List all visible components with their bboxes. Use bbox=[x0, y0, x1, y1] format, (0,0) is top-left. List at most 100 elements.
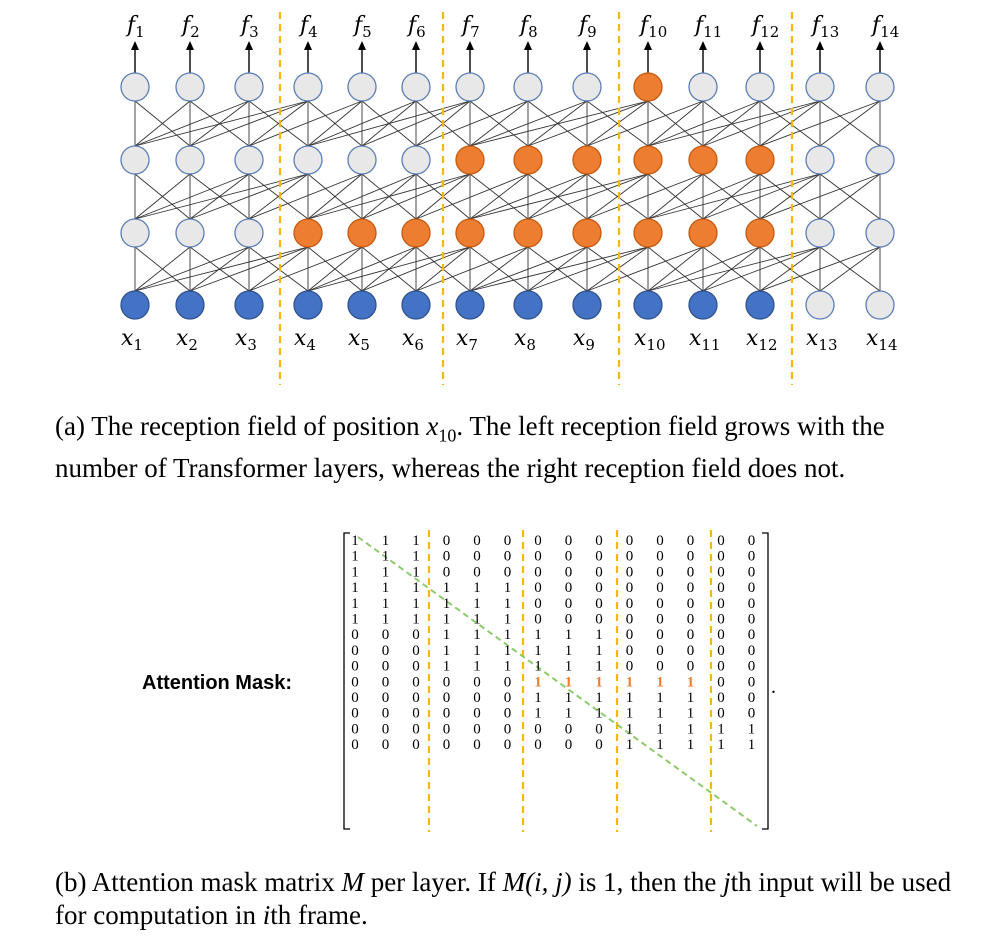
node-gray bbox=[175, 218, 205, 248]
matrix-cell: 0 bbox=[626, 627, 634, 643]
matrix-cell: 0 bbox=[473, 533, 481, 549]
matrix-cell: 1 bbox=[626, 721, 634, 737]
matrix-cell: 0 bbox=[473, 721, 481, 737]
input-label: x13 bbox=[806, 326, 838, 354]
edge bbox=[248, 246, 309, 292]
matrix-cell: 1 bbox=[412, 612, 420, 628]
matrix-cell: 0 bbox=[748, 659, 756, 675]
matrix-cell: 0 bbox=[626, 533, 634, 549]
matrix-cell: 0 bbox=[504, 706, 512, 722]
matrix-cell: 0 bbox=[443, 706, 451, 722]
edge bbox=[469, 100, 588, 147]
edge bbox=[647, 246, 704, 292]
edge bbox=[469, 100, 529, 147]
matrix-cell: 0 bbox=[351, 690, 359, 706]
arrow-head bbox=[699, 41, 707, 50]
matrix-cell: 0 bbox=[443, 564, 451, 580]
arrow-head bbox=[245, 41, 253, 50]
node-gray bbox=[572, 72, 602, 102]
node-blue bbox=[745, 290, 775, 320]
matrix-cell: 1 bbox=[443, 612, 451, 628]
edge bbox=[702, 100, 761, 147]
matrix-cell: 1 bbox=[565, 690, 573, 706]
matrix-cell: 0 bbox=[717, 580, 725, 596]
edge bbox=[189, 173, 250, 220]
matrix-cell: 1 bbox=[565, 659, 573, 675]
matrix-cell: 1 bbox=[565, 627, 573, 643]
matrix-cell: 0 bbox=[565, 580, 573, 596]
input-label: x2 bbox=[176, 326, 198, 354]
matrix-cell: 1 bbox=[656, 737, 664, 753]
matrix-cell: 0 bbox=[626, 612, 634, 628]
matrix-cell: 1 bbox=[351, 612, 359, 628]
matrix-cell: 0 bbox=[687, 612, 695, 628]
matrix-cell: 0 bbox=[412, 627, 420, 643]
node-gray bbox=[745, 72, 775, 102]
matrix-cell: 0 bbox=[748, 580, 756, 596]
matrix-cell: 1 bbox=[351, 580, 359, 596]
matrix-cell: 1 bbox=[473, 627, 481, 643]
node-blue bbox=[572, 290, 602, 320]
edge bbox=[702, 246, 761, 292]
edge bbox=[586, 246, 704, 292]
matrix-cell: 0 bbox=[595, 596, 603, 612]
node-blue bbox=[175, 290, 205, 320]
output-label: f3 bbox=[239, 13, 259, 41]
node-gray bbox=[455, 72, 485, 102]
matrix-cell: 0 bbox=[382, 659, 390, 675]
matrix-cell: 1 bbox=[504, 627, 512, 643]
matrix-cell: 0 bbox=[473, 564, 481, 580]
output-label: f12 bbox=[750, 13, 779, 41]
node-gray bbox=[805, 145, 835, 175]
edge bbox=[134, 173, 250, 220]
edge bbox=[647, 173, 821, 220]
edge bbox=[759, 173, 821, 220]
matrix-cell: 1 bbox=[351, 564, 359, 580]
output-label: f4 bbox=[298, 13, 318, 41]
matrix-cell: 0 bbox=[626, 596, 634, 612]
caption-a: (a) The reception field of position x10.… bbox=[55, 411, 885, 484]
matrix-cell: 0 bbox=[656, 549, 664, 565]
node-gray bbox=[120, 145, 150, 175]
matrix-cell: 0 bbox=[595, 721, 603, 737]
matrix-cell: 1 bbox=[351, 596, 359, 612]
matrix-cell: 0 bbox=[534, 580, 542, 596]
edge bbox=[819, 100, 881, 147]
matrix-cell: 1 bbox=[626, 690, 634, 706]
edge bbox=[134, 173, 309, 220]
matrix-cell: 1 bbox=[626, 737, 634, 753]
caption-b: (b) Attention mask matrix M per layer. I… bbox=[55, 867, 952, 930]
matrix-cell: 0 bbox=[626, 564, 634, 580]
matrix-cell: 1 bbox=[504, 612, 512, 628]
matrix-cell: 0 bbox=[687, 643, 695, 659]
matrix-cell: 0 bbox=[748, 643, 756, 659]
matrix-cell: 0 bbox=[382, 721, 390, 737]
matrix-cell: 0 bbox=[443, 674, 451, 690]
node-orange bbox=[455, 218, 485, 248]
matrix-cell: 0 bbox=[412, 690, 420, 706]
edge bbox=[361, 246, 417, 292]
matrix-cell: 0 bbox=[717, 690, 725, 706]
matrix-cell: 0 bbox=[382, 627, 390, 643]
edge bbox=[586, 173, 649, 220]
output-label: f14 bbox=[870, 13, 899, 41]
matrix-cell: 0 bbox=[351, 659, 359, 675]
matrix-cell: 1 bbox=[656, 721, 664, 737]
matrix-cell: 0 bbox=[595, 564, 603, 580]
node-orange bbox=[745, 218, 775, 248]
matrix-cell: 0 bbox=[565, 533, 573, 549]
matrix-cell: 1 bbox=[382, 564, 390, 580]
node-gray bbox=[805, 218, 835, 248]
output-label: f1 bbox=[125, 13, 145, 41]
matrix-cell: 0 bbox=[748, 533, 756, 549]
matrix-cell: 1 bbox=[595, 627, 603, 643]
matrix-cell: 1 bbox=[382, 596, 390, 612]
node-blue bbox=[120, 290, 150, 320]
matrix-cell: 1 bbox=[687, 737, 695, 753]
edge bbox=[586, 100, 649, 147]
matrix-cell: 1 bbox=[656, 674, 664, 690]
edge bbox=[759, 100, 821, 147]
matrix-cell: 0 bbox=[412, 721, 420, 737]
node-gray bbox=[293, 145, 323, 175]
matrix-cell: 0 bbox=[748, 596, 756, 612]
